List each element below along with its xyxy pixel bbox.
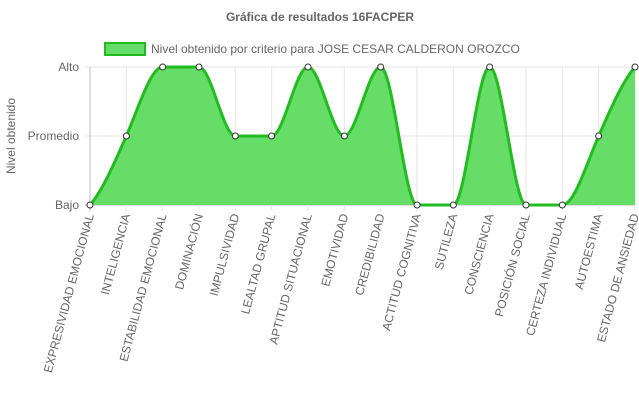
x-tick-label: SUTILEZA: [432, 212, 460, 271]
x-tick-label: ACTITUD COGNITIVA: [379, 212, 424, 332]
x-tick-label: POSICIÓN SOCIAL: [491, 212, 533, 319]
y-tick-label: Promedio: [28, 129, 80, 143]
y-axis-ticks: Bajo Promedio Alto: [28, 60, 80, 212]
y-tick-label: Alto: [58, 60, 79, 74]
data-point[interactable]: [522, 201, 530, 209]
data-point[interactable]: [595, 132, 603, 140]
x-tick-label: DOMINACIÓN: [171, 212, 206, 291]
x-tick-label: EMOTIVIDAD: [318, 212, 351, 288]
data-point[interactable]: [122, 132, 130, 140]
data-point[interactable]: [449, 201, 457, 209]
x-tick-label: CONSCIENCIA: [461, 212, 496, 296]
x-tick-label: CERTEZA INDIVIDUAL: [523, 212, 569, 337]
data-point[interactable]: [631, 63, 639, 71]
y-axis-label: Nivel obtenido: [4, 98, 18, 174]
data-point[interactable]: [86, 201, 94, 209]
data-point[interactable]: [268, 132, 276, 140]
data-point[interactable]: [159, 63, 167, 71]
x-tick-label: CREDIBILIDAD: [352, 212, 387, 297]
x-tick-label: EXPRESIVIDAD EMOCIONAL: [41, 212, 97, 374]
x-tick-label: INTELIGENCIA: [98, 212, 133, 296]
data-point[interactable]: [486, 63, 494, 71]
legend-swatch[interactable]: [104, 42, 146, 56]
data-point[interactable]: [304, 63, 312, 71]
data-point[interactable]: [413, 201, 421, 209]
chart-title: Gráfica de resultados 16FACPER: [226, 10, 414, 24]
data-point[interactable]: [558, 201, 566, 209]
series-points: [86, 63, 639, 209]
x-axis-ticks: EXPRESIVIDAD EMOCIONAL INTELIGENCIAESTABI…: [41, 212, 639, 375]
data-point[interactable]: [195, 63, 203, 71]
x-tick-label: IMPULSIVIDAD: [207, 212, 243, 298]
data-point[interactable]: [340, 132, 348, 140]
y-tick-label: Bajo: [55, 198, 79, 212]
data-point[interactable]: [231, 132, 239, 140]
data-point[interactable]: [377, 63, 385, 71]
legend-label[interactable]: Nivel obtenido por criterio para JOSE CE…: [151, 42, 520, 56]
x-tick-label: AUTOESTIMA: [572, 212, 606, 291]
x-tick-label: LEALTAD GRUPAL: [238, 212, 278, 316]
series-area-fill: [90, 67, 635, 205]
